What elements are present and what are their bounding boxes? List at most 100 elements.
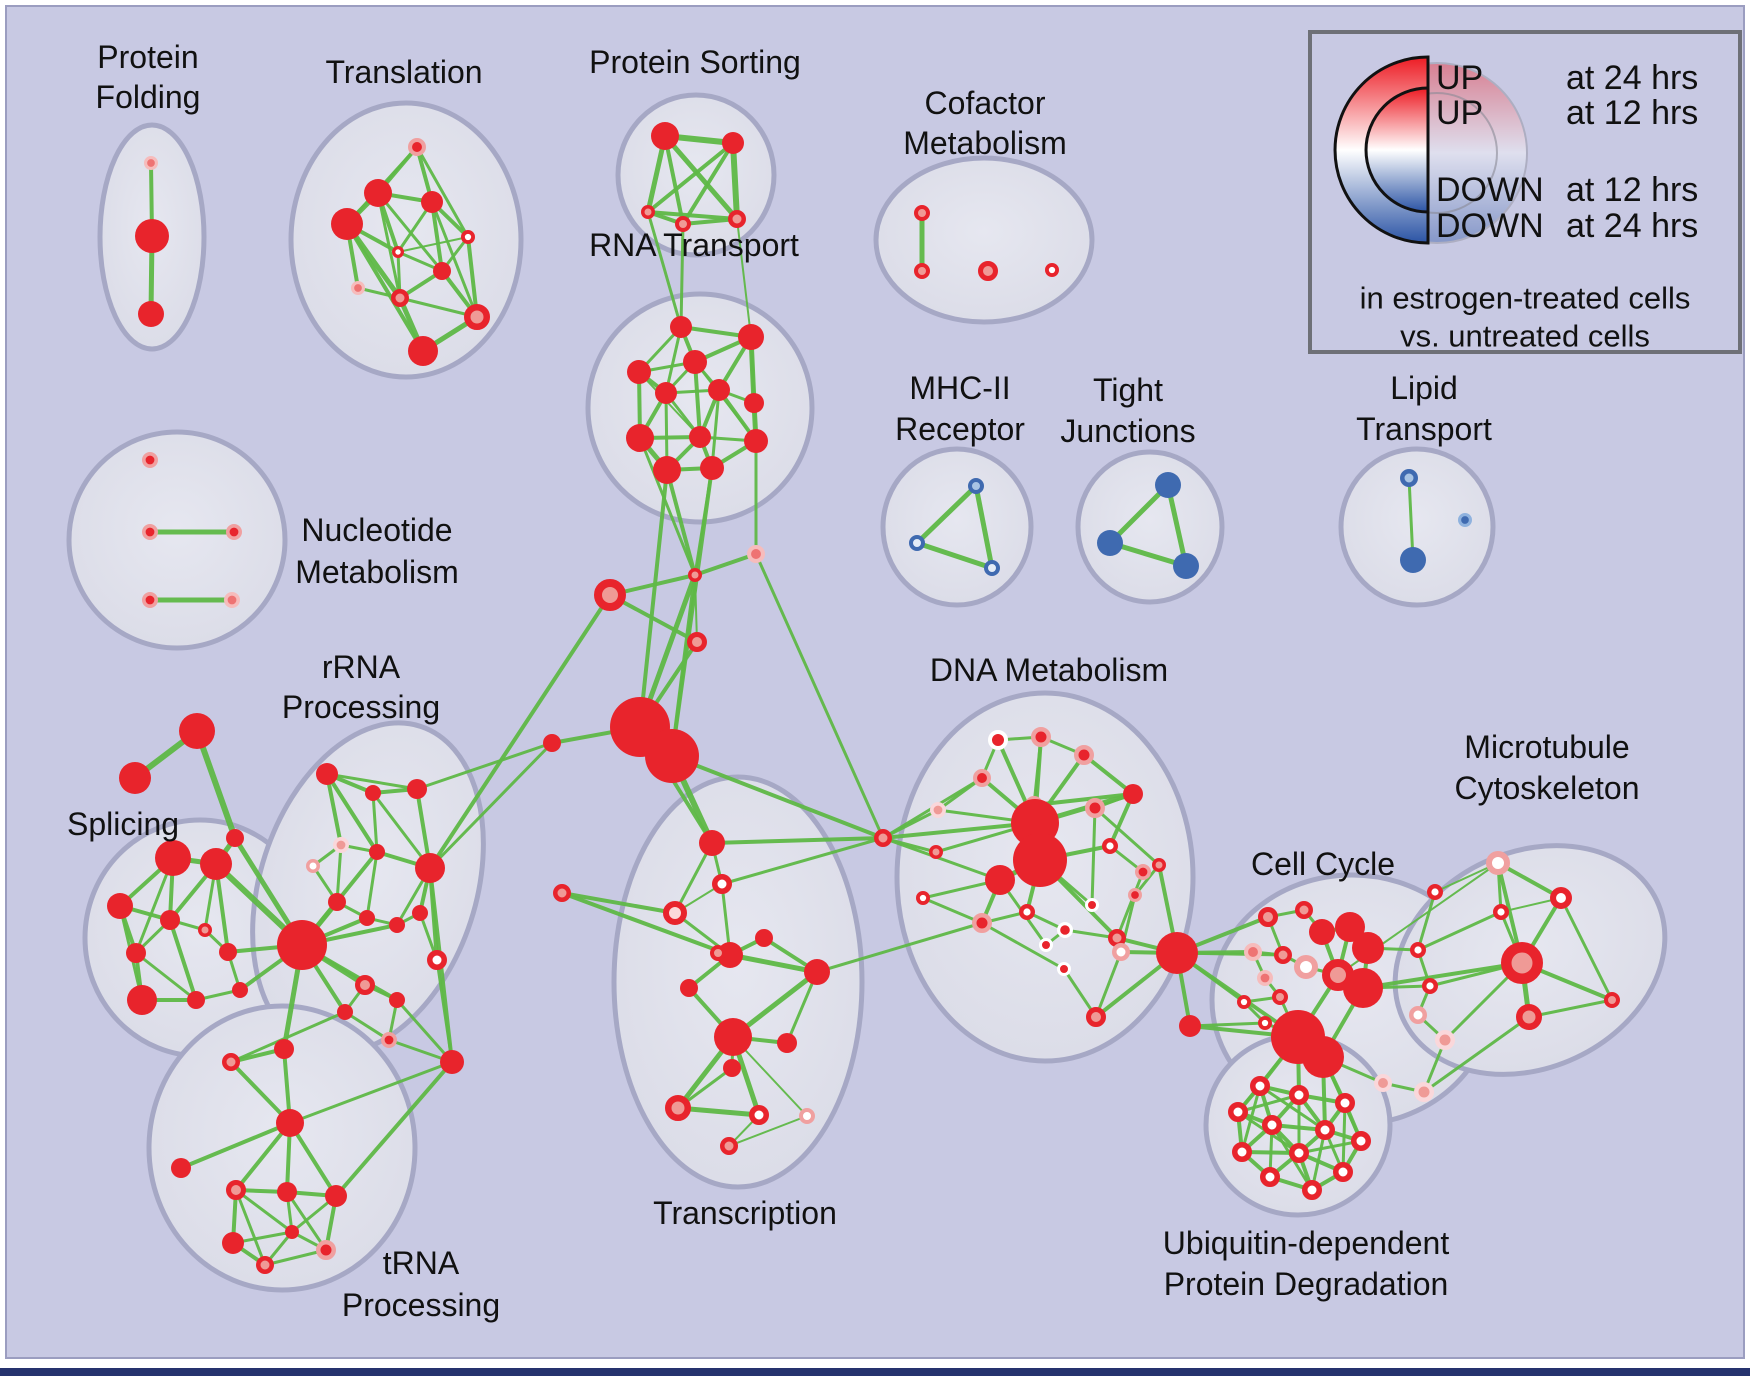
network-edge <box>710 836 885 845</box>
cluster-label-microtubule-cytoskeleton: Microtubule <box>1464 729 1629 765</box>
network-edge <box>371 791 432 870</box>
cluster-label-transcription: Transcription <box>653 1195 837 1231</box>
network-node-d14 <box>915 890 930 905</box>
network-edge <box>881 808 940 840</box>
network-node-d15 <box>972 913 992 933</box>
network-node-rt11 <box>653 456 681 484</box>
network-node-s3 <box>747 545 766 564</box>
cluster-label-microtubule-cytoskeleton: Cytoskeleton <box>1455 770 1640 806</box>
network-node-rt12 <box>700 456 724 480</box>
network-node-sp3 <box>107 893 133 919</box>
network-node-d32 <box>1086 1007 1106 1027</box>
network-node-tnb <box>274 1039 294 1059</box>
legend-caption: in estrogen-treated cells <box>1360 281 1691 316</box>
network-node-rt1 <box>670 316 692 338</box>
network-node-cc21 <box>1435 1030 1455 1050</box>
network-edge <box>1361 961 1524 990</box>
network-edge <box>335 843 343 904</box>
network-node-tn2 <box>277 1182 297 1202</box>
network-node-sp1 <box>155 840 191 876</box>
network-edge <box>665 468 697 577</box>
network-node-rr9 <box>359 910 375 926</box>
network-node-spt1 <box>179 713 215 749</box>
network-edge <box>430 200 444 273</box>
network-node-cc6 <box>1244 943 1263 962</box>
network-edge <box>914 540 995 571</box>
network-node-t4 <box>421 191 443 213</box>
network-edge <box>670 754 885 840</box>
network-node-spt3 <box>226 829 244 847</box>
network-edge <box>263 1248 328 1267</box>
network-node-u3 <box>1335 1093 1355 1113</box>
cluster-ellipse-tight-junctions <box>1075 449 1225 605</box>
network-edge <box>288 1060 454 1125</box>
network-node-cc19 <box>1421 978 1438 995</box>
legend-time-2: at 12 hrs <box>1566 171 1698 209</box>
network-node-rr18 <box>440 1050 464 1074</box>
network-node-hubB <box>645 729 699 783</box>
network-node-cch2 <box>1179 1015 1201 1037</box>
network-edge <box>234 1121 292 1192</box>
network-node-d27 <box>1127 888 1142 903</box>
network-edge <box>681 141 735 226</box>
network-node-ps2 <box>722 132 744 154</box>
cluster-label-ubiquitin: Protein Degradation <box>1164 1266 1449 1302</box>
network-edge <box>638 468 669 729</box>
network-node-sp9 <box>187 991 205 1009</box>
network-node-cc20 <box>1409 1006 1427 1024</box>
cluster-label-ubiquitin: Ubiquitin-dependent <box>1163 1225 1450 1261</box>
network-node-lt1 <box>1400 469 1418 487</box>
network-node-tr2 <box>712 874 732 894</box>
cluster-label-lipid-transport: Lipid <box>1390 370 1458 406</box>
network-node-t11 <box>408 336 438 366</box>
network-node-s1 <box>594 579 626 611</box>
network-node-rr11 <box>412 905 428 921</box>
network-node-pf1 <box>143 155 158 170</box>
network-node-cc13 <box>1237 994 1252 1009</box>
legend-time-0: at 24 hrs <box>1566 59 1698 97</box>
network-edge <box>1240 1084 1262 1154</box>
network-node-rt2 <box>738 324 764 350</box>
network-node-mh1 <box>968 478 984 494</box>
cluster-label-rrna-processing: Processing <box>282 689 440 725</box>
network-edge <box>325 772 343 847</box>
network-node-tr11 <box>777 1033 797 1053</box>
cluster-label-protein-sorting: Protein Sorting <box>589 44 801 80</box>
network-node-rt5 <box>655 382 677 404</box>
network-node-ps4 <box>675 216 691 232</box>
cluster-label-rrna-processing: rRNA <box>322 649 401 685</box>
network-node-t7 <box>433 262 451 280</box>
network-node-d7 <box>1123 784 1143 804</box>
network-edge <box>1093 806 1161 867</box>
network-node-sp6 <box>126 943 146 963</box>
network-edge <box>646 141 735 214</box>
network-edge <box>1310 1128 1327 1192</box>
network-node-d11 <box>929 845 943 859</box>
network-edge <box>1416 910 1503 952</box>
network-node-cc12 <box>1272 989 1288 1005</box>
network-edge <box>1496 861 1563 900</box>
legend-box <box>1308 30 1742 354</box>
network-node-cm3 <box>978 261 998 281</box>
network-node-u2 <box>1289 1085 1309 1105</box>
network-edge <box>638 371 701 438</box>
network-node-cc8 <box>1294 955 1318 979</box>
network-node-cm4 <box>1045 262 1060 277</box>
network-node-t6 <box>460 230 475 245</box>
network-node-ps5 <box>728 210 746 228</box>
network-node-rr14 <box>355 975 375 995</box>
network-node-spt2 <box>119 762 151 794</box>
network-node-cm1 <box>914 205 930 221</box>
network-node-rr15 <box>337 1004 353 1020</box>
network-edge <box>728 1115 808 1147</box>
network-edge <box>914 483 979 546</box>
network-node-rr4 <box>332 836 349 853</box>
network-edge <box>376 191 402 300</box>
network-edge <box>560 891 677 915</box>
network-edge <box>670 573 697 758</box>
network-node-t2 <box>364 179 392 207</box>
network-node-d5 <box>929 801 946 818</box>
network-node-sp10 <box>232 982 248 998</box>
network-node-mt7 <box>1516 1004 1542 1030</box>
network-edge <box>1341 1101 1347 1174</box>
